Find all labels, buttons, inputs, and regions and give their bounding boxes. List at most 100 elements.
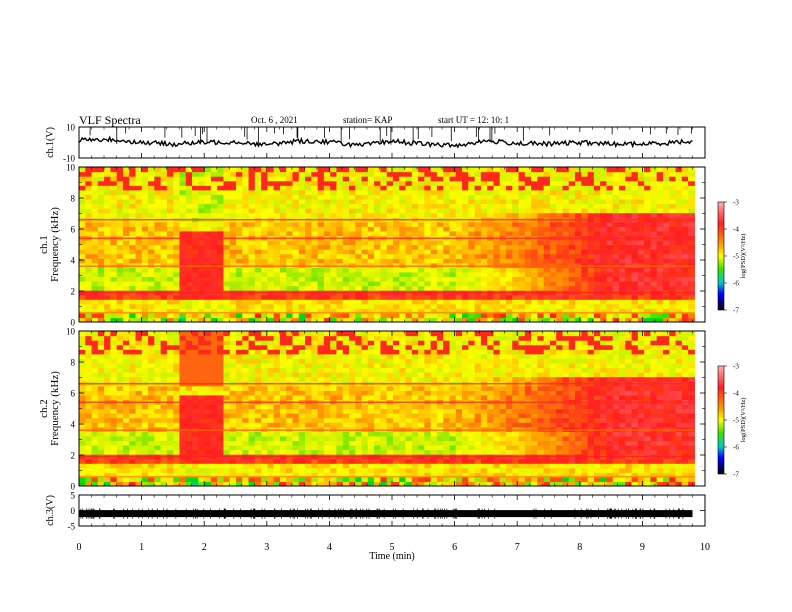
spectrogram-cell — [474, 171, 482, 177]
spectrogram-cell — [254, 280, 262, 287]
spectral-line — [79, 218, 695, 221]
spectrogram-cell — [179, 299, 187, 305]
spectrogram-cell — [129, 344, 137, 350]
spectrogram-cell — [286, 226, 294, 232]
spectrogram-cell — [122, 335, 130, 341]
spectrogram-cell — [468, 308, 476, 314]
spectrogram-cell — [110, 317, 118, 322]
spectrogram-cell — [229, 426, 237, 432]
spectrogram-cell — [342, 294, 350, 300]
spectrogram-cell — [487, 244, 495, 250]
spectrogram-cell — [97, 299, 105, 305]
spectrogram-cell — [129, 185, 137, 191]
spectrogram-cell — [505, 271, 513, 278]
spectrogram-cell — [235, 372, 243, 378]
spectrogram-cell — [380, 308, 388, 314]
spectrogram-cell — [380, 285, 388, 291]
spectrogram-cell — [286, 167, 294, 173]
spectrogram-cell — [361, 299, 369, 305]
spectrogram-cell — [173, 285, 181, 291]
spectrogram-cell — [179, 467, 187, 473]
spectrogram-cell — [242, 449, 250, 455]
spectrogram-cell — [273, 285, 281, 291]
spectrogram-cell — [223, 481, 231, 486]
spectrogram-cell — [286, 303, 294, 309]
spectrogram-cell — [430, 176, 438, 182]
spectrogram-cell — [110, 413, 118, 419]
spectrogram-cell — [524, 212, 532, 218]
spectrogram-cell — [97, 449, 105, 455]
spectrogram-cell — [279, 271, 287, 278]
spectrogram-cell — [97, 362, 105, 369]
spectrogram-cell — [581, 267, 589, 273]
spectrogram-cell — [148, 280, 155, 287]
spectrogram-cell — [480, 280, 488, 287]
spectrogram-cell — [311, 340, 319, 346]
spectrogram-cell — [606, 299, 614, 305]
spectrogram-cell — [669, 230, 677, 236]
spectrogram-cell — [185, 208, 193, 214]
spectrogram-cell — [91, 230, 99, 236]
spectrogram-cell — [254, 198, 262, 205]
spectrogram-cell — [116, 417, 124, 423]
spectrogram-cell — [223, 198, 231, 205]
spectrogram-cell — [261, 212, 268, 218]
spectrogram-cell — [380, 299, 388, 305]
spectrogram-cell — [405, 167, 413, 173]
spectrogram-cell — [298, 308, 306, 314]
spectrogram-cell — [568, 226, 576, 232]
spectrogram-cell — [148, 303, 155, 309]
spectrogram-cell — [104, 472, 111, 478]
spectrogram-cell — [223, 440, 231, 446]
spectrogram-cell — [336, 285, 344, 291]
spectrogram-cell — [79, 340, 86, 346]
spectrogram-cell — [380, 249, 388, 255]
spectrogram-cell — [656, 253, 664, 259]
spectrogram-cell — [204, 230, 212, 236]
spectrogram-cell — [612, 258, 620, 264]
spectrogram-cell — [85, 458, 93, 464]
spectrogram-cell — [141, 244, 149, 250]
spectrogram-cell — [223, 417, 231, 423]
spectrogram-cell — [85, 422, 93, 428]
spectrogram-cell — [317, 253, 325, 259]
spectrogram-cell — [91, 476, 99, 483]
spectrogram-cell — [361, 422, 369, 428]
spectrogram-cell — [430, 230, 438, 236]
spectrogram-cell — [254, 467, 262, 473]
spectrogram-cell — [116, 230, 124, 236]
spectrogram-cell — [254, 262, 262, 268]
spectrogram-cell — [223, 372, 231, 378]
spectrogram-cell — [587, 271, 595, 278]
spectrogram-cell — [305, 481, 312, 486]
spectrogram-cell — [568, 267, 576, 273]
spectrogram-cell — [229, 208, 237, 214]
spectrogram-cell — [342, 458, 350, 464]
spectrogram-cell — [141, 303, 149, 309]
spectrogram-cell — [279, 340, 287, 346]
spectrogram-cell — [229, 476, 237, 483]
spectrogram-cell — [305, 171, 312, 177]
spectrogram-cell — [323, 308, 331, 314]
spectrogram-cell — [204, 194, 212, 200]
spectrogram-cell — [575, 258, 582, 264]
spectrogram-cell — [210, 221, 218, 227]
spectrogram-cell — [449, 180, 457, 186]
spectral-line — [79, 311, 695, 314]
spectrogram-cell — [116, 431, 124, 437]
spectrogram-cell — [254, 226, 262, 232]
spectrogram-cell — [279, 417, 287, 423]
spectrogram-cell — [104, 413, 111, 419]
spectrogram-cell — [185, 249, 193, 255]
spectrogram-cell — [644, 167, 651, 173]
spectrogram-cell — [192, 194, 199, 200]
spectrogram-cell — [374, 431, 381, 437]
spectrogram-cell — [279, 303, 287, 309]
spectrogram-cell — [192, 403, 199, 410]
spectrogram-cell — [279, 344, 287, 350]
spectrogram-cell — [298, 440, 306, 446]
spectrogram-cell — [593, 262, 601, 268]
spectrogram-cell — [286, 440, 294, 446]
spectrogram-cell — [273, 221, 281, 227]
spectrogram-cell — [549, 285, 557, 291]
